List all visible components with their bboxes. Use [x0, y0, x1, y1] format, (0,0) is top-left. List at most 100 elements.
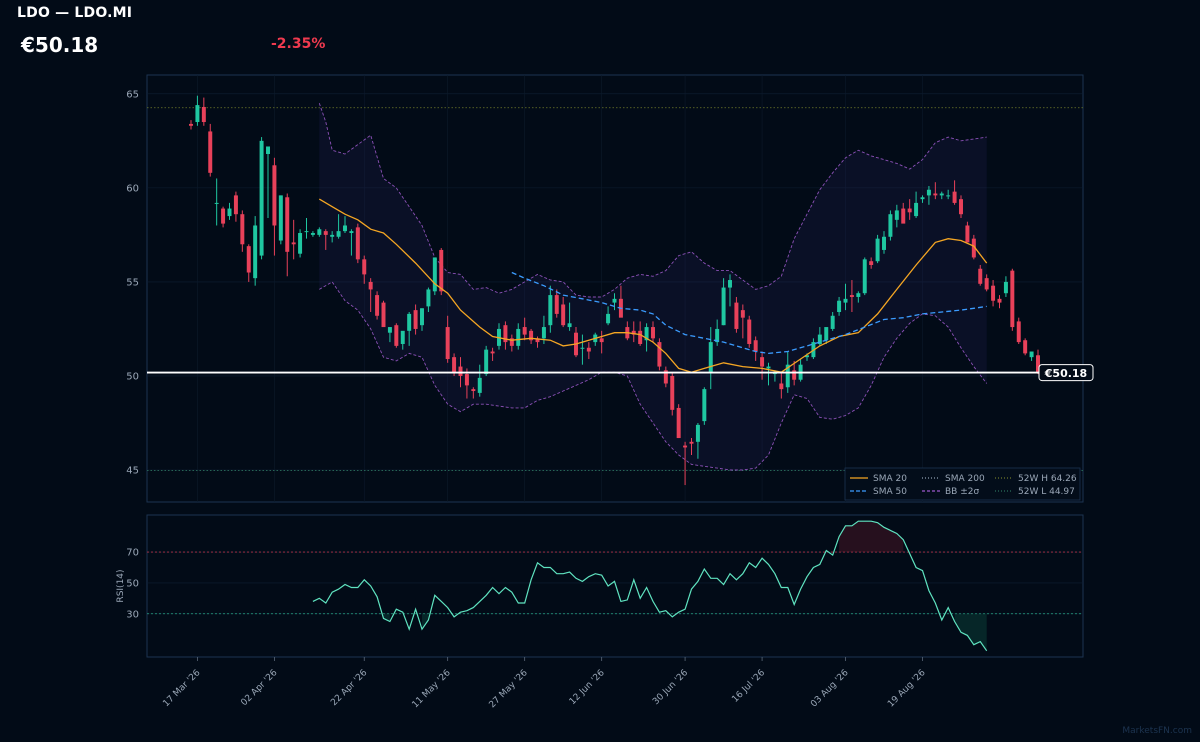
candle-body	[221, 208, 226, 224]
x-tick-label: 30 Jun '26	[651, 668, 690, 707]
candle-body	[304, 231, 309, 233]
candle-body	[708, 342, 713, 373]
candle-body	[926, 189, 931, 196]
rsi-oversold-fill	[954, 613, 987, 651]
candle-body	[869, 261, 874, 265]
candle-body	[683, 445, 688, 448]
candle-body	[554, 295, 559, 314]
x-tick-label: 17 Mar '26	[161, 668, 202, 709]
candle-body	[785, 364, 790, 388]
x-tick-label: 03 Aug '26	[809, 668, 851, 710]
candle-body	[689, 441, 694, 444]
candle-body	[452, 357, 457, 373]
candle-body	[721, 287, 726, 326]
candle-body	[920, 197, 925, 200]
candle-body	[253, 225, 258, 279]
candle-body	[1023, 340, 1028, 354]
price-change-percent: -2.35%	[271, 36, 326, 52]
sma20-line	[318, 198, 988, 373]
candle-body	[1016, 321, 1021, 343]
legend-label: 52W L 44.97	[1018, 487, 1075, 497]
rsi-oversold-fill	[383, 613, 390, 622]
candle-body	[266, 146, 270, 155]
candle-body	[760, 357, 765, 367]
price-panel: 45 50 55 60 65 €50.18	[126, 74, 1094, 503]
candle-body	[413, 310, 418, 329]
candle-body	[509, 338, 514, 346]
candle-body	[978, 268, 983, 284]
candle-body	[227, 208, 232, 217]
rsi-line	[312, 520, 988, 652]
candle-body	[214, 202, 219, 204]
last-price-badge	[1038, 364, 1094, 382]
candle-body	[285, 197, 290, 252]
ticker-title: LDO — LDO.MI	[17, 5, 133, 21]
candle-body	[189, 123, 193, 126]
candle-body	[541, 327, 546, 339]
candle-body	[651, 327, 655, 339]
rsi-tick-label: 50	[126, 578, 139, 589]
rsi-panel-frame	[146, 514, 1084, 658]
candle-body	[323, 231, 328, 235]
candle-body	[195, 105, 200, 123]
candle-body	[612, 298, 617, 303]
candle-body	[407, 313, 412, 331]
candle-body	[599, 338, 604, 343]
x-tick-label: 27 May '26	[488, 668, 530, 710]
candle-body	[298, 233, 303, 254]
candle-body	[805, 355, 809, 358]
bollinger-band-fill	[319, 103, 987, 470]
candle-body	[914, 202, 919, 217]
candle-body	[400, 330, 405, 344]
candle-body	[349, 231, 354, 234]
candle-body	[747, 319, 752, 344]
candle-body	[561, 304, 566, 326]
candle-body	[278, 195, 283, 241]
candle-body	[484, 349, 489, 375]
rsi-oversold-fill	[422, 613, 429, 630]
x-tick-label: 19 Aug '26	[886, 668, 928, 710]
candle-body	[310, 233, 315, 235]
x-tick-label: 02 Apr '26	[239, 668, 279, 708]
candle-body	[1036, 355, 1040, 373]
price-tick-label: 55	[126, 277, 139, 288]
candle-body	[503, 325, 508, 343]
candle-body	[394, 325, 399, 346]
candle-body	[458, 366, 463, 376]
candle-body	[233, 195, 238, 215]
candle-body	[516, 328, 521, 346]
rsi-axis-label: RSI(14)	[116, 569, 126, 602]
legend-box	[844, 467, 1081, 501]
candle-body	[291, 242, 296, 245]
candle-body	[644, 327, 649, 341]
candle-body	[368, 281, 373, 290]
candle-body	[580, 347, 585, 349]
candle-body	[946, 195, 951, 197]
candle-body	[695, 424, 700, 442]
candle-body	[375, 295, 380, 316]
candle-body	[676, 407, 681, 439]
candle-body	[959, 199, 963, 215]
price-tick-label: 50	[126, 371, 139, 382]
x-tick-label: 11 May '26	[411, 668, 453, 710]
candle-body	[766, 366, 771, 369]
candle-body	[817, 334, 822, 344]
candle-body	[862, 259, 867, 294]
candle-body	[336, 231, 341, 237]
candle-body	[856, 293, 861, 297]
candle-body	[670, 375, 675, 410]
candle-body	[432, 257, 437, 292]
candle-body	[355, 227, 360, 260]
candle-body	[952, 191, 957, 203]
candle-body	[606, 313, 611, 324]
candle-body	[824, 327, 829, 341]
candle-body	[965, 225, 970, 243]
candle-body	[631, 330, 636, 335]
candle-body	[445, 327, 450, 360]
candle-body	[208, 131, 213, 173]
candle-body	[240, 214, 245, 245]
candle-body	[201, 106, 206, 123]
candle-body	[939, 193, 944, 196]
candle-body	[548, 295, 553, 326]
candle-body	[490, 351, 495, 354]
